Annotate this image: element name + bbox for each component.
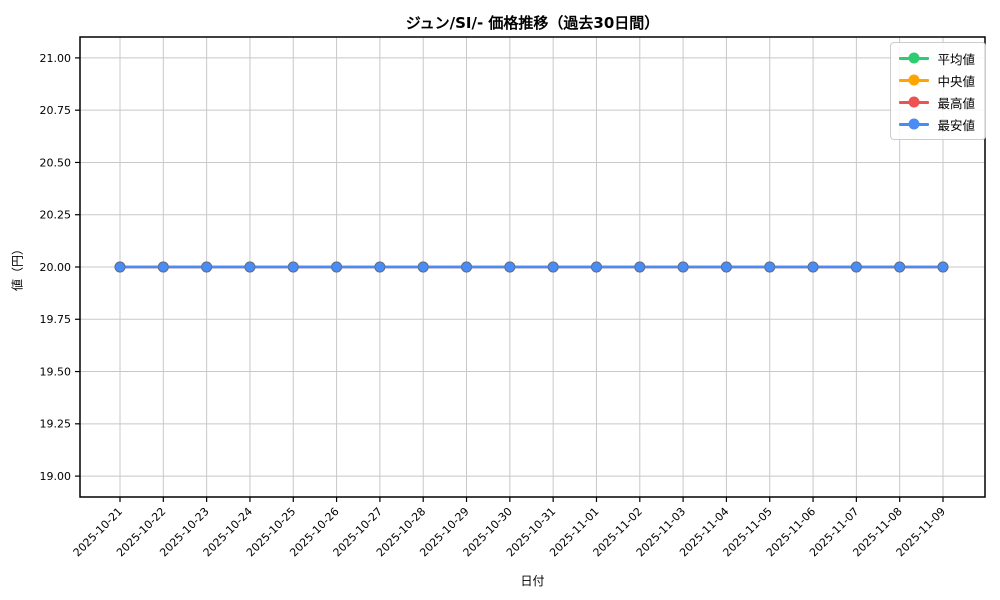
plot-border: [79, 36, 986, 498]
data-point-最安値: [720, 261, 732, 273]
legend-line-marker-icon: [899, 52, 930, 64]
legend: 平均値中央値最高値最安値: [890, 42, 986, 140]
data-point-最安値: [894, 261, 906, 273]
y-tick-label: 21.00: [40, 52, 72, 65]
y-tick-label: 20.75: [40, 104, 72, 117]
legend-label: 最高値: [937, 95, 975, 111]
data-point-最安値: [850, 261, 862, 273]
legend-label: 中央値: [937, 73, 975, 89]
x-axis-label: 日付: [520, 574, 545, 588]
data-point-最安値: [807, 261, 819, 273]
data-point-最安値: [937, 261, 949, 273]
legend-item: 平均値: [899, 48, 975, 68]
data-point-最安値: [374, 261, 386, 273]
data-point-最安値: [547, 261, 559, 273]
chart-title: ジュン/SI/- 価格推移（過去30日間）: [405, 14, 660, 32]
legend-line-marker-icon: [899, 96, 930, 108]
y-tick-label: 19.50: [40, 365, 72, 378]
legend-line-marker-icon: [899, 74, 930, 86]
y-axis-label: 値（円）: [10, 242, 25, 292]
data-point-最安値: [157, 261, 169, 273]
y-tick-label: 19.00: [40, 470, 72, 483]
y-tick-label: 19.25: [40, 418, 72, 431]
data-point-最安値: [287, 261, 299, 273]
data-point-最安値: [244, 261, 256, 273]
data-point-最安値: [201, 261, 213, 273]
y-tick-label: 20.25: [40, 209, 72, 222]
data-point-最安値: [634, 261, 646, 273]
legend-label: 平均値: [937, 51, 975, 67]
data-point-最安値: [417, 261, 429, 273]
data-point-最安値: [461, 261, 473, 273]
legend-line-marker-icon: [899, 118, 930, 130]
legend-item: 中央値: [899, 70, 975, 90]
y-tick-label: 20.00: [40, 261, 72, 274]
data-point-最安値: [331, 261, 343, 273]
data-point-最安値: [764, 261, 776, 273]
legend-label: 最安値: [937, 117, 975, 133]
y-tick-label: 19.75: [40, 313, 72, 326]
legend-item: 最高値: [899, 92, 975, 112]
data-point-最安値: [504, 261, 516, 273]
data-point-最安値: [677, 261, 689, 273]
legend-item: 最安値: [899, 114, 975, 134]
data-point-最安値: [590, 261, 602, 273]
data-point-最安値: [114, 261, 126, 273]
y-tick-label: 20.50: [40, 156, 72, 169]
